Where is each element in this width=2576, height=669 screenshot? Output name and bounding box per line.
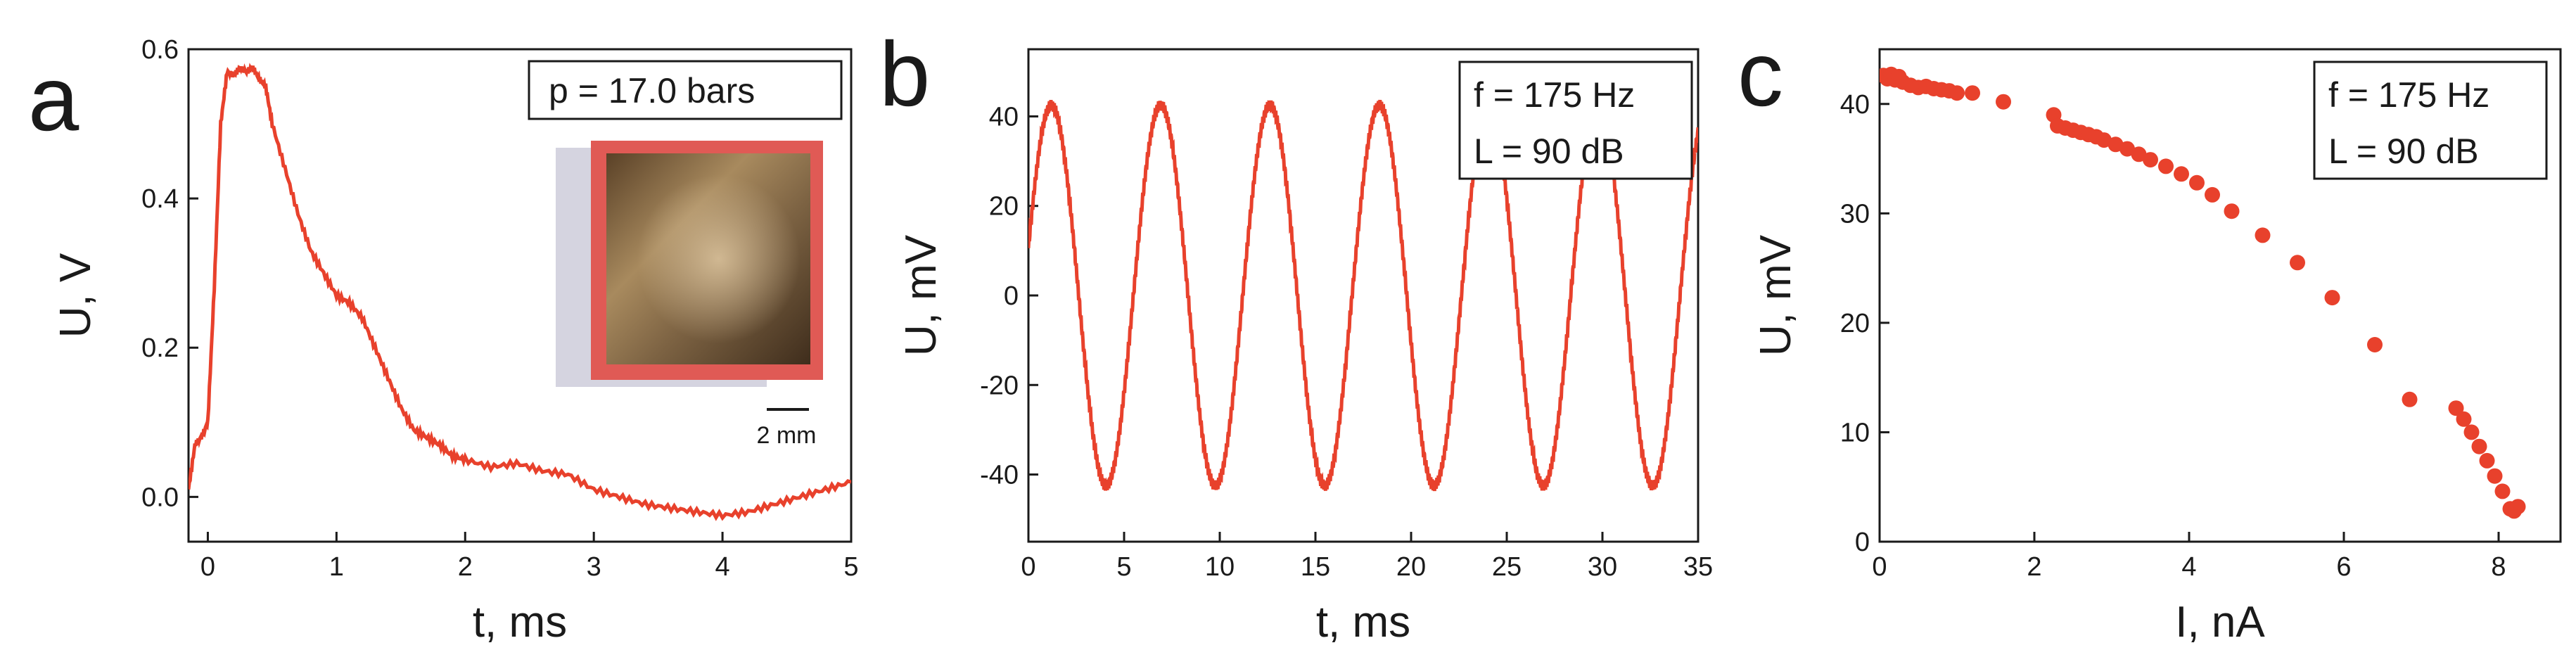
x-tick-label: 8 [2491, 552, 2506, 582]
x-tick-label: 35 [1683, 552, 1713, 582]
y-tick-label: -40 [980, 461, 1019, 490]
legend-entry-c-1: f = 175 Hz [2328, 75, 2489, 115]
x-tick-label: 6 [2336, 552, 2351, 582]
data-point [2510, 499, 2526, 515]
y-tick-label: 10 [1840, 418, 1870, 447]
data-point [2096, 132, 2112, 148]
x-tick-label: 1 [329, 552, 344, 582]
legend-entry-b-1: f = 175 Hz [1474, 75, 1635, 115]
y-axis-title-c: U, mV [1752, 234, 1800, 356]
legend-box-c [2313, 60, 2548, 180]
data-point [2494, 483, 2511, 499]
y-tick-label: 0.4 [141, 184, 179, 214]
panel-letter-b: b [879, 23, 930, 125]
plot-frame-c [1878, 48, 2562, 543]
legend-a: p = 17.0 bars [528, 60, 843, 120]
x-tick-label: 0 [1872, 552, 1887, 582]
data-point [2131, 146, 2147, 163]
data-point [2367, 337, 2383, 352]
series-points-c [1880, 66, 2526, 519]
plot-frame-a [187, 48, 853, 543]
y-axis-title-a: U, V [51, 253, 100, 338]
x-tick-label: 3 [587, 552, 601, 582]
legend-entry-b-2: L = 90 dB [1474, 132, 1624, 171]
data-point [1949, 85, 1965, 101]
x-tick-label: 4 [2181, 552, 2196, 582]
data-point [2205, 186, 2220, 203]
inset-photo: 2 mm [556, 141, 823, 449]
data-point [2158, 158, 2174, 174]
y-tick-label: 40 [989, 102, 1019, 132]
x-axis-title-b: t, ms [1316, 598, 1410, 646]
data-point [2471, 438, 2487, 454]
y-tick-label: 30 [1840, 199, 1870, 229]
y-tick-label: 20 [989, 192, 1019, 222]
legend-box-b [1458, 60, 1693, 180]
data-point [2290, 255, 2305, 271]
scale-bar-label: 2 mm [757, 422, 817, 449]
panel-letter-a: a [28, 47, 79, 150]
y-tick-label: 0 [1855, 528, 1870, 557]
y-tick-label: 0 [1004, 281, 1019, 311]
legend-c: f = 175 Hz L = 90 dB [2313, 60, 2548, 180]
data-point [2224, 203, 2240, 219]
panel-letter-c: c [1737, 23, 1783, 125]
data-point [2174, 166, 2189, 182]
legend-entry-a: p = 17.0 bars [549, 71, 755, 110]
x-tick-label: 10 [1205, 552, 1235, 582]
panel-a: a 0 1 2 3 4 5 0.0 0.2 0.4 0.6 t, ms U, V p = 17.0… [28, 35, 859, 646]
data-point [2108, 136, 2124, 153]
x-axis-title-a: t, ms [473, 598, 567, 646]
data-point [2487, 468, 2503, 484]
y-axis-title-b: U, mV [897, 234, 945, 356]
x-tick-label: 0 [1021, 552, 1035, 582]
data-point [2189, 174, 2205, 191]
y-tick-label: 0.6 [141, 35, 179, 65]
ticks-b: 0 5 10 15 20 25 30 35 -40 -20 0 20 40 [980, 102, 1713, 582]
data-point [2119, 141, 2135, 157]
data-point [2463, 424, 2480, 440]
x-tick-label: 0 [200, 552, 215, 582]
x-tick-label: 4 [715, 552, 730, 582]
y-tick-label: 0.2 [141, 333, 179, 363]
x-tick-label: 25 [1492, 552, 1522, 582]
x-tick-label: 20 [1396, 552, 1426, 582]
data-point [2448, 400, 2464, 416]
panel-c: c 0 2 4 6 8 0 10 20 30 40 I, nA U, mV f = 175 Hz … [1737, 23, 2562, 646]
ticks-c: 0 2 4 6 8 0 10 20 30 40 [1840, 90, 2506, 582]
data-point [2456, 411, 2472, 427]
data-point [1965, 85, 1980, 101]
legend-box-a [528, 60, 843, 120]
y-tick-label: 20 [1840, 309, 1870, 338]
x-tick-label: 5 [1116, 552, 1131, 582]
x-axis-title-c: I, nA [2175, 598, 2265, 646]
legend-b: f = 175 Hz L = 90 dB [1458, 60, 1693, 180]
data-point [2143, 152, 2158, 168]
data-point [2324, 290, 2340, 306]
data-point [2479, 452, 2495, 469]
y-tick-label: 0.0 [141, 483, 179, 512]
x-tick-label: 5 [843, 552, 858, 582]
data-point [2402, 391, 2418, 407]
data-point [2255, 227, 2271, 243]
x-tick-label: 2 [458, 552, 473, 582]
data-point [1996, 94, 2011, 110]
legend-entry-c-2: L = 90 dB [2328, 132, 2479, 171]
y-tick-label: -20 [980, 371, 1019, 400]
x-tick-label: 2 [2027, 552, 2041, 582]
y-tick-label: 40 [1840, 90, 1870, 120]
series-line-a [189, 63, 851, 521]
x-tick-label: 30 [1588, 552, 1617, 582]
x-tick-label: 15 [1301, 552, 1330, 582]
ticks-a: 0 1 2 3 4 5 0.0 0.2 0.4 0.6 [141, 35, 858, 582]
